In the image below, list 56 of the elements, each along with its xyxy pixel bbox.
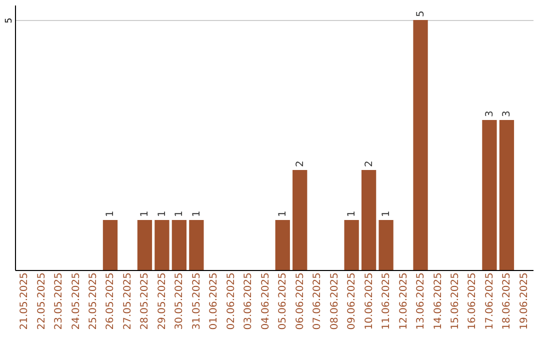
- bar: [378, 220, 394, 270]
- bar: [172, 220, 187, 270]
- x-tick-label: 31.05.2025: [191, 272, 202, 330]
- data-label: 1: [278, 210, 289, 217]
- x-tick-label: 15.06.2025: [450, 272, 461, 330]
- x-tick-label: 17.06.2025: [484, 272, 496, 330]
- x-tick-label: 23.05.2025: [54, 272, 65, 330]
- x-tick-label: 04.06.2025: [260, 272, 272, 330]
- bar: [292, 170, 308, 270]
- data-label: 3: [502, 110, 513, 117]
- x-tick-label: 08.06.2025: [329, 272, 340, 330]
- x-tick-label: 14.06.2025: [432, 272, 444, 330]
- x-tick-label: 18.06.2025: [502, 272, 513, 330]
- x-tick-label: 13.06.2025: [416, 272, 427, 330]
- x-tick-label: 19.06.2025: [518, 272, 530, 330]
- bar: [137, 220, 152, 270]
- bar: [189, 220, 204, 270]
- data-label: 2: [364, 160, 375, 167]
- x-tick-label: 30.05.2025: [174, 272, 186, 330]
- x-tick-label: 27.05.2025: [122, 272, 134, 330]
- x-tick-label: 10.06.2025: [364, 272, 375, 330]
- data-label: 3: [484, 110, 496, 117]
- x-tick-label: 06.06.2025: [294, 272, 306, 330]
- x-tick-label: 22.05.2025: [36, 272, 48, 330]
- bar: [482, 120, 497, 270]
- x-tick-label: 26.05.2025: [105, 272, 116, 330]
- x-tick-label: 11.06.2025: [381, 272, 392, 330]
- data-label: 1: [105, 210, 116, 217]
- x-tick-label: 24.05.2025: [70, 272, 82, 330]
- x-tick-label: 02.06.2025: [226, 272, 237, 330]
- x-tick-label: 01.06.2025: [208, 272, 220, 330]
- x-tick-label: 16.06.2025: [467, 272, 478, 330]
- data-label: 1: [140, 210, 151, 217]
- data-label: 2: [294, 160, 306, 167]
- data-label: 5: [416, 10, 427, 17]
- bar: [102, 220, 118, 270]
- bar: [361, 170, 376, 270]
- x-tick-label: 07.06.2025: [312, 272, 324, 330]
- data-label: 1: [381, 210, 392, 217]
- data-label: 1: [346, 210, 358, 217]
- x-tick-label: 21.05.2025: [19, 272, 30, 330]
- bar: [499, 120, 514, 270]
- data-label: 1: [156, 210, 168, 217]
- x-tick-label: 09.06.2025: [346, 272, 358, 330]
- x-tick-label: 29.05.2025: [156, 272, 168, 330]
- x-tick-label: 12.06.2025: [398, 272, 410, 330]
- bar: [275, 220, 290, 270]
- data-label: 1: [191, 210, 202, 217]
- x-tick-label: 05.06.2025: [278, 272, 289, 330]
- bar: [413, 20, 428, 270]
- bar: [344, 220, 359, 270]
- bar: [154, 220, 170, 270]
- x-tick-label: 28.05.2025: [140, 272, 151, 330]
- data-label: 1: [174, 210, 186, 217]
- x-tick-label: 03.06.2025: [243, 272, 254, 330]
- x-tick-label: 25.05.2025: [88, 272, 99, 330]
